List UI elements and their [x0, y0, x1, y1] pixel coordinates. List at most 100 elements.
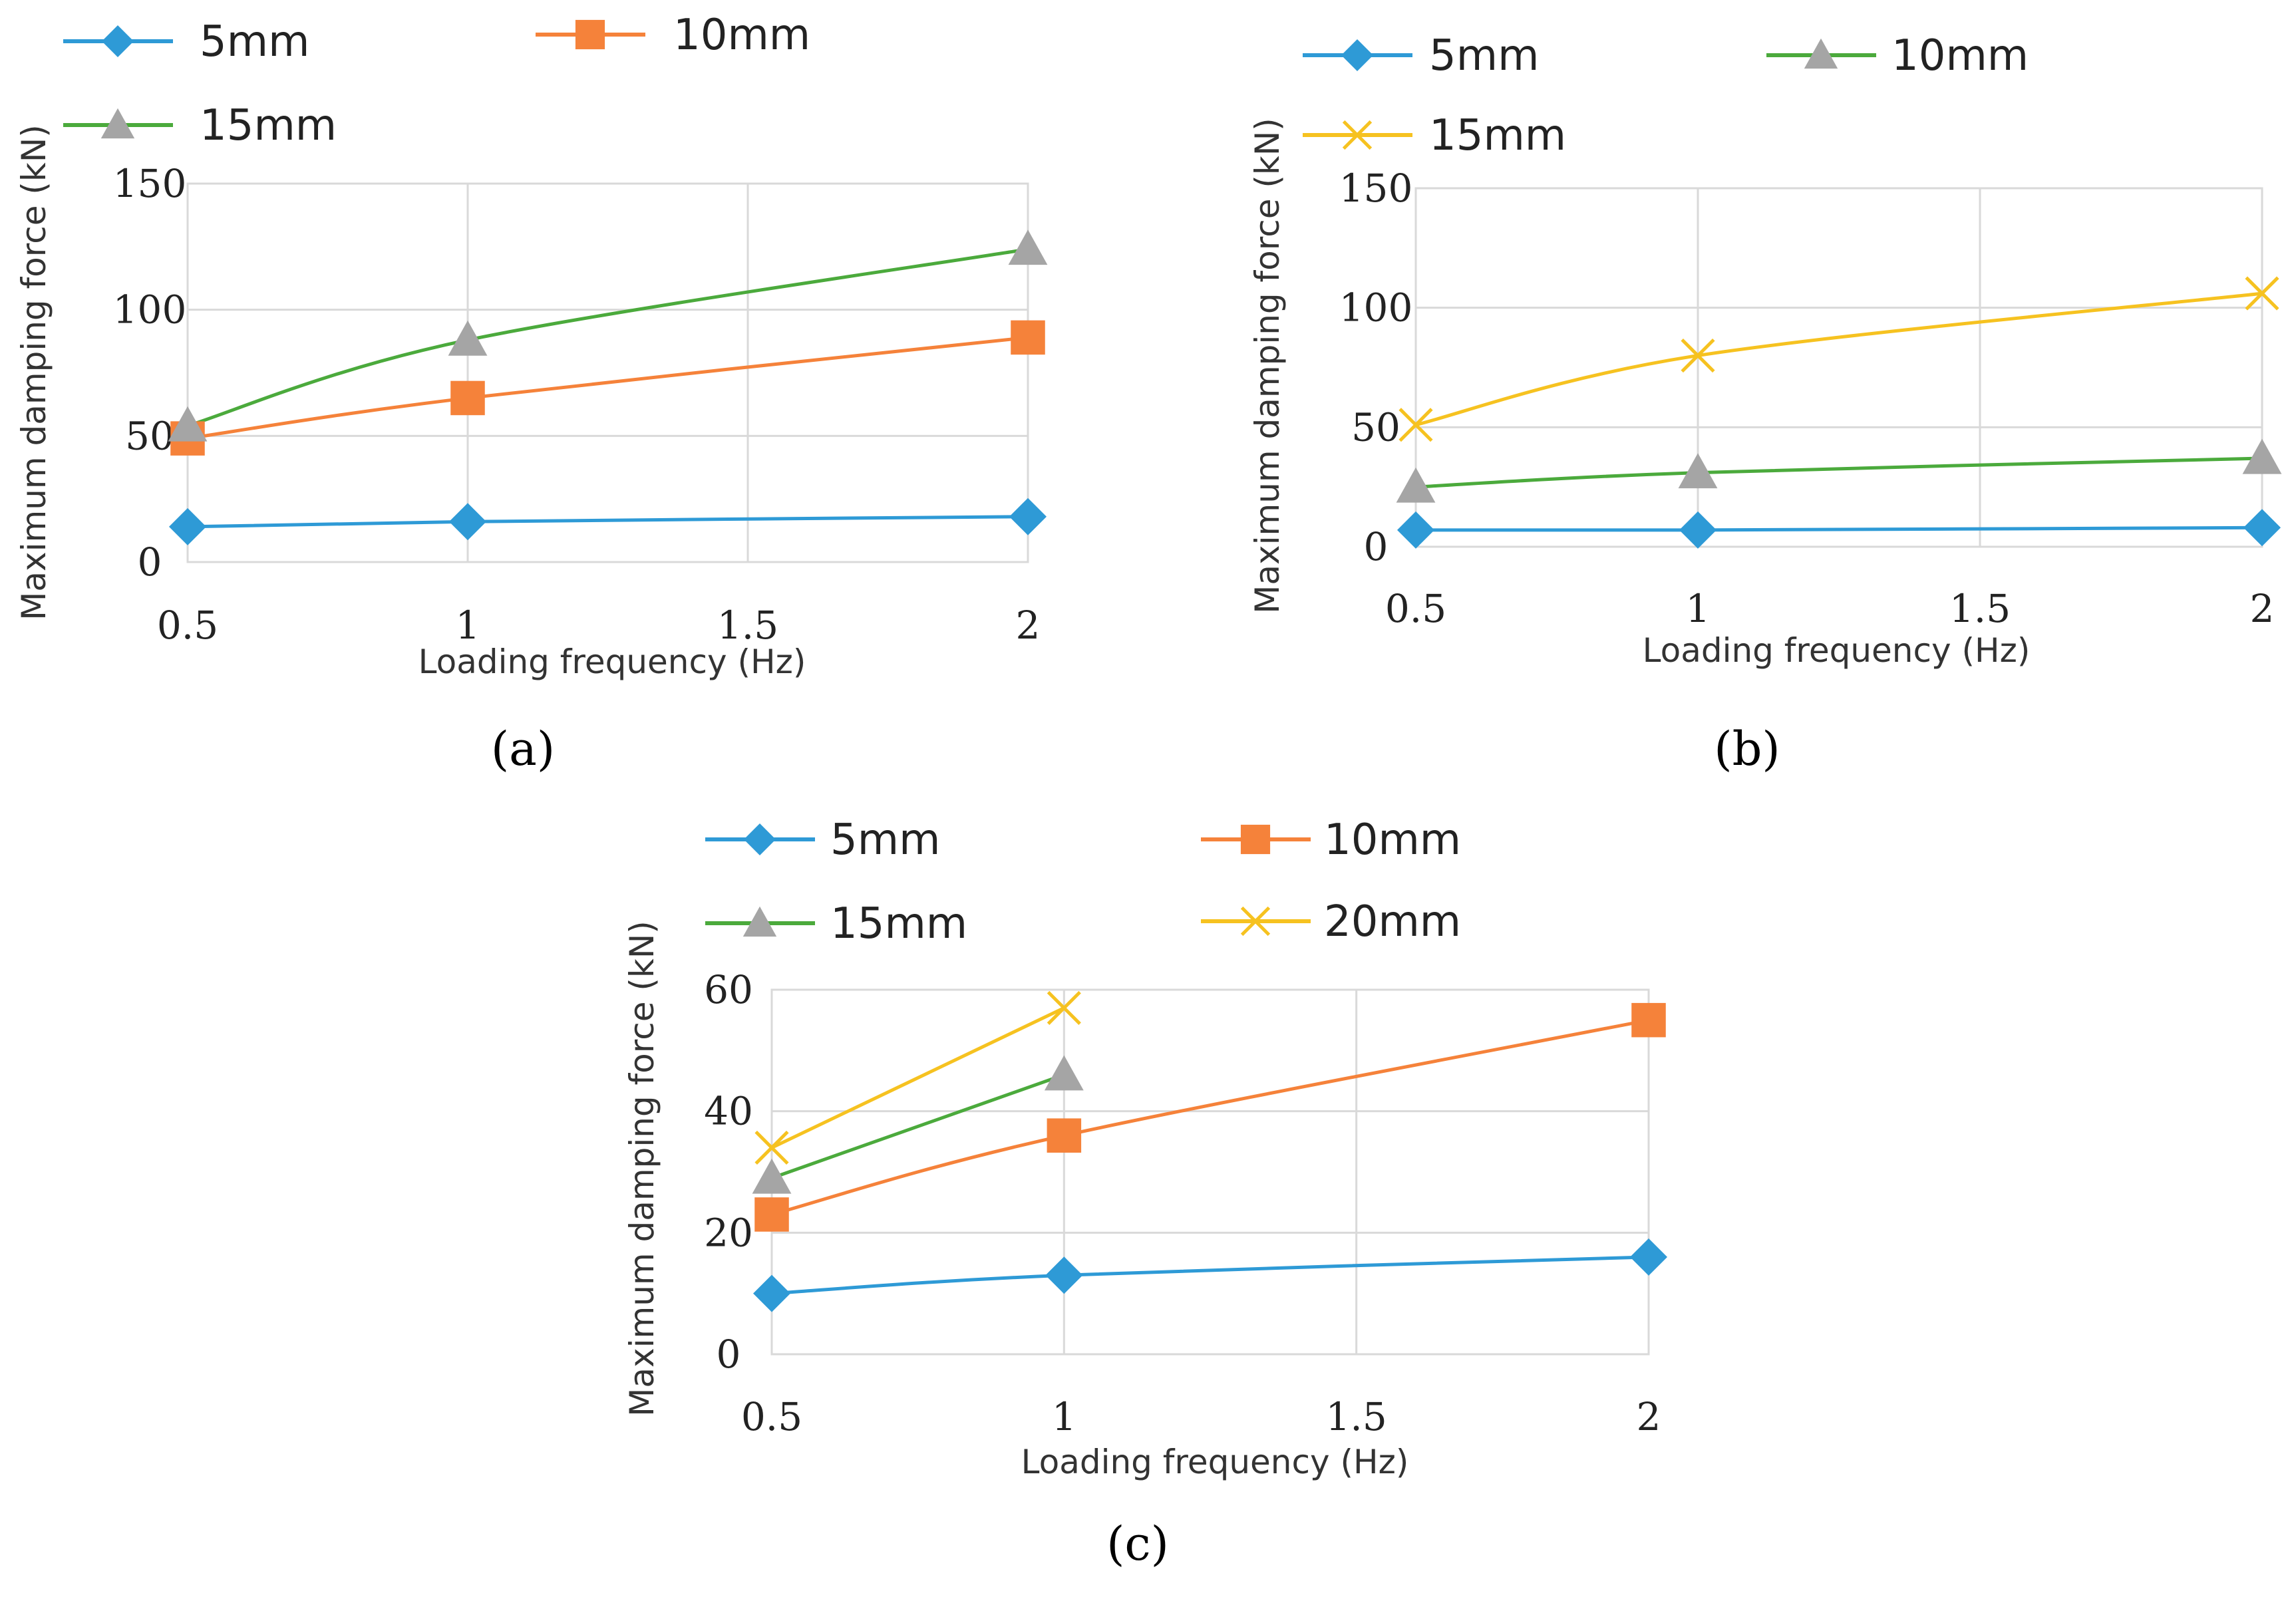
x-tick-label: 2 [2250, 586, 2275, 631]
x-tick-label: 0.5 [157, 603, 218, 648]
data-point-15mm [2245, 276, 2279, 311]
x-tick-label: 1.5 [1326, 1394, 1387, 1439]
y-tick-label: 150 [1339, 166, 1413, 211]
legend-label: 10mm [1324, 815, 1461, 865]
legend-label: 10mm [1891, 31, 2029, 80]
data-point-15mm-stroke [2245, 276, 2279, 311]
data-point-5mm [449, 503, 486, 541]
legend-marker [742, 906, 777, 937]
x-axis-title: Loading frequency (Hz) [1021, 1443, 1409, 1481]
legend-marker [1804, 38, 1838, 69]
legend-item-10mm: 10mm [1766, 31, 2029, 80]
y-tick-label: 0 [717, 1332, 741, 1377]
data-point-5mm [753, 1274, 790, 1312]
y-tick-label: 50 [125, 413, 174, 458]
chart-b: 0.5 1 1.5 2 0 50 100 150 Loading frequency (Hz) M… [1248, 31, 2282, 776]
legend-item-15mm: 15mm [705, 899, 967, 948]
series-line-5mm [187, 515, 1029, 529]
legend-item-10mm: 10mm [1201, 815, 1461, 865]
figure-caption: (c) [1106, 1517, 1169, 1571]
legend-marker [1240, 906, 1271, 937]
y-axis-title: Maximum damping force (kN) [623, 921, 661, 1416]
legend-item-15mm: 15mm [63, 101, 337, 150]
x-tick-label: 1 [456, 603, 480, 648]
legend-label: 5mm [200, 17, 309, 67]
series-line-15mm [187, 247, 1029, 428]
data-point-10mm [1631, 1002, 1666, 1038]
plot-area [186, 182, 1029, 563]
y-tick-label: 0 [1364, 524, 1389, 569]
legend-label: 5mm [1429, 31, 1539, 80]
plot-area [1414, 187, 2263, 548]
y-axis-title: Maximum damping force (kN) [1248, 118, 1287, 613]
data-point-15mm [448, 320, 488, 356]
legend-item-15mm: 15mm [1303, 111, 1566, 160]
data-point-10mm [1396, 467, 1436, 503]
x-tick-label: 1.5 [1949, 586, 2011, 631]
legend-marker [100, 108, 135, 139]
figure-caption: (a) [491, 722, 555, 776]
data-point-10mm [2242, 438, 2282, 474]
data-point-5mm [169, 508, 206, 545]
legend-label: 15mm [830, 899, 967, 948]
series-line-15mm [771, 1073, 1065, 1180]
legend-label: 10mm [673, 11, 810, 60]
data-point-15mm-stroke [1681, 338, 1715, 373]
legend-label: 15mm [1429, 111, 1566, 160]
y-tick-label: 50 [1351, 404, 1400, 450]
x-tick-label: 0.5 [741, 1394, 802, 1439]
y-tick-label: 40 [704, 1089, 753, 1134]
x-tick-label: 0.5 [1385, 586, 1446, 631]
x-tick-label: 1 [1686, 586, 1711, 631]
data-point-5mm [1397, 511, 1434, 549]
x-axis-title: Loading frequency (Hz) [1643, 631, 2031, 670]
series-line-20mm [770, 1006, 1065, 1149]
legend-item-5mm: 5mm [705, 815, 940, 865]
data-point-15mm-stroke [1398, 408, 1433, 442]
y-axis-title: Maximum damping force (kN) [15, 124, 53, 620]
x-tick-label: 1.5 [717, 603, 778, 648]
series-line-10mm [187, 335, 1029, 440]
series-line-15mm [1415, 291, 2263, 427]
series-line-5mm [771, 1255, 1649, 1296]
y-tick-label: 100 [1339, 285, 1413, 331]
x-tick-label: 1 [1052, 1394, 1076, 1439]
legend-marker [1341, 39, 1373, 71]
legend-item-5mm: 5mm [63, 17, 309, 67]
legend-label: 20mm [1324, 897, 1461, 946]
series-line-10mm [771, 1018, 1649, 1217]
series-line-5mm [1415, 525, 2263, 532]
data-point-10mm [1047, 1118, 1082, 1153]
data-point-15mm [1008, 229, 1048, 265]
y-tick-label: 0 [138, 539, 162, 585]
y-tick-label: 60 [704, 967, 753, 1012]
data-point-20mm-stroke [754, 1130, 789, 1165]
legend-marker-stroke [1240, 906, 1271, 937]
data-point-5mm [1045, 1256, 1083, 1294]
data-point-10mm [1678, 453, 1718, 489]
data-point-15mm [1044, 1055, 1084, 1091]
data-point-5mm [1009, 498, 1047, 535]
data-point-10mm [754, 1197, 789, 1232]
legend-marker [1240, 824, 1271, 855]
figure-caption: (b) [1714, 722, 1780, 776]
legend-label: 5mm [830, 815, 940, 865]
x-tick-label: 2 [1637, 1394, 1661, 1439]
series-line-10mm [1415, 456, 2263, 489]
data-point-10mm [1011, 320, 1045, 355]
chart-a: 0.5 1 1.5 2 0 50 100 150 Loading frequency (Hz) M… [15, 11, 1048, 776]
legend-label: 15mm [200, 101, 337, 150]
data-point-15mm [1398, 408, 1433, 442]
data-point-5mm [1679, 511, 1717, 549]
legend-marker [102, 25, 134, 57]
data-point-5mm [2243, 509, 2281, 547]
x-axis-title: Loading frequency (Hz) [418, 643, 806, 681]
data-point-15mm [752, 1158, 792, 1194]
data-point-5mm [1630, 1238, 1667, 1276]
legend-marker-stroke [1342, 120, 1373, 150]
y-tick-label: 150 [113, 161, 187, 206]
y-tick-label: 100 [113, 287, 187, 333]
data-point-15mm [168, 406, 208, 442]
